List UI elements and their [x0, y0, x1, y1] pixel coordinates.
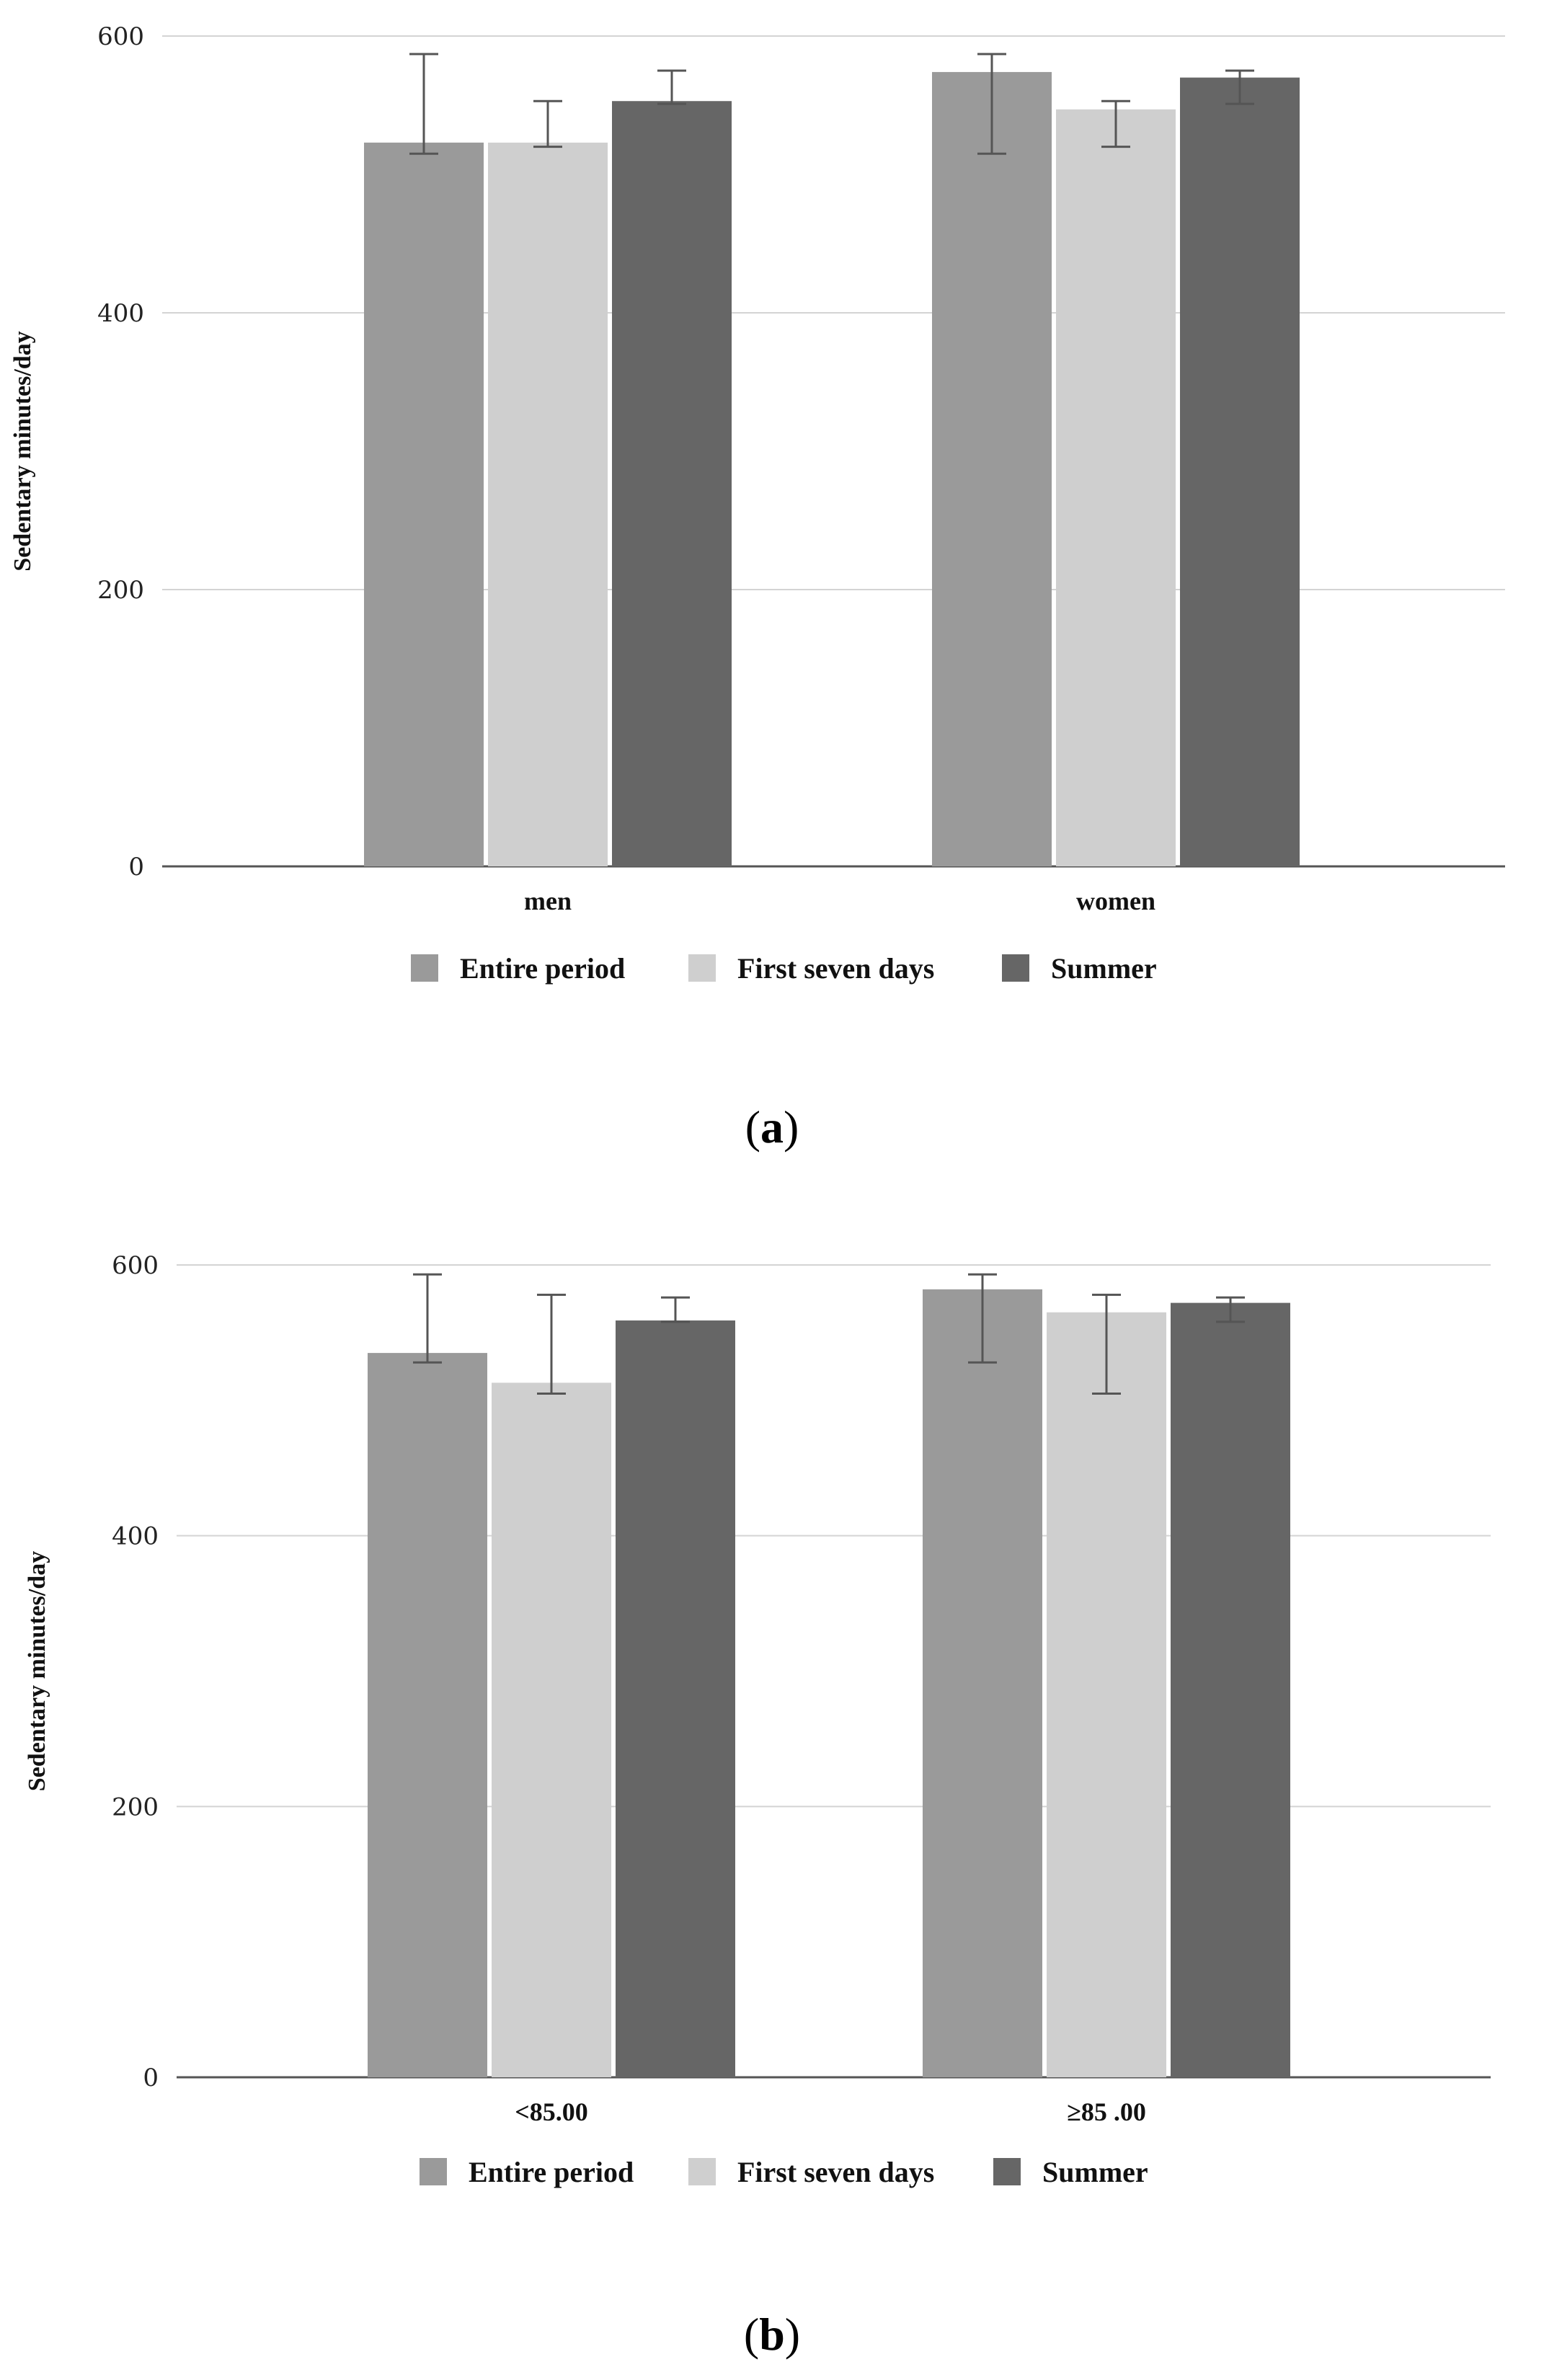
legend-swatch [688, 954, 716, 982]
panel-label-a: (a) [745, 1101, 799, 1153]
error-bar [661, 1296, 690, 1323]
legend-label: Summer [1042, 2156, 1148, 2188]
y-tick-label: 0 [128, 853, 144, 882]
error-bar [413, 1273, 442, 1364]
legend-swatch [420, 2158, 447, 2185]
error-bar [533, 99, 562, 148]
chart-a: 0 200 400 600 Sedentary minutes/day men women E… [9, 22, 1505, 985]
x-category-label: ≥85 .00 [1067, 2097, 1146, 2126]
bar-entire-period [364, 142, 484, 867]
legend-swatch [1002, 954, 1029, 982]
bar-summer [612, 101, 732, 867]
x-category-label: women [1076, 887, 1155, 915]
legend-label: Entire period [469, 2156, 634, 2188]
bar-first-seven-days [1047, 1312, 1166, 2077]
error-bar [1092, 1293, 1121, 1395]
error-bar [1216, 1296, 1245, 1323]
bar-first-seven-days [1056, 109, 1176, 866]
y-tick-label: 400 [112, 1522, 159, 1551]
error-bar [1225, 69, 1254, 105]
bar-summer [616, 1320, 735, 2077]
legend-label: First seven days [737, 2156, 934, 2188]
error-bar [657, 69, 686, 105]
y-tick-label: 200 [112, 1793, 159, 1821]
bar-summer [1171, 1302, 1290, 2077]
y-axis-label: Sedentary minutes/day [24, 1551, 50, 1791]
y-axis-label: Sedentary minutes/day [9, 331, 36, 571]
y-tick-label: 600 [97, 22, 144, 51]
y-tick-label: 0 [143, 2064, 159, 2092]
error-bar [968, 1273, 997, 1364]
legend-label: Summer [1051, 952, 1157, 985]
error-bar [537, 1293, 566, 1395]
x-category-label: men [524, 887, 572, 915]
x-category-label: <85.00 [515, 2097, 588, 2126]
bar-entire-period [923, 1289, 1042, 2077]
panel-label-b: (b) [744, 2309, 800, 2360]
y-tick-label: 200 [97, 576, 144, 605]
error-bar [977, 53, 1006, 155]
bar-entire-period [932, 71, 1052, 866]
legend-swatch [411, 954, 438, 982]
chart-b: 0 200 400 600 Sedentary minutes/day <85.00 ≥85… [24, 1251, 1491, 2188]
y-tick-label: 600 [112, 1251, 159, 1280]
error-bar [409, 53, 438, 155]
bar-first-seven-days [492, 1382, 611, 2077]
bar-entire-period [368, 1353, 487, 2077]
error-bar [1101, 99, 1130, 148]
legend-swatch [688, 2158, 716, 2185]
bar-first-seven-days [488, 142, 608, 867]
legend-label: Entire period [460, 952, 625, 985]
bar-summer [1180, 77, 1300, 867]
legend-swatch [993, 2158, 1021, 2185]
legend-label: First seven days [737, 952, 934, 985]
y-tick-label: 400 [97, 299, 144, 328]
